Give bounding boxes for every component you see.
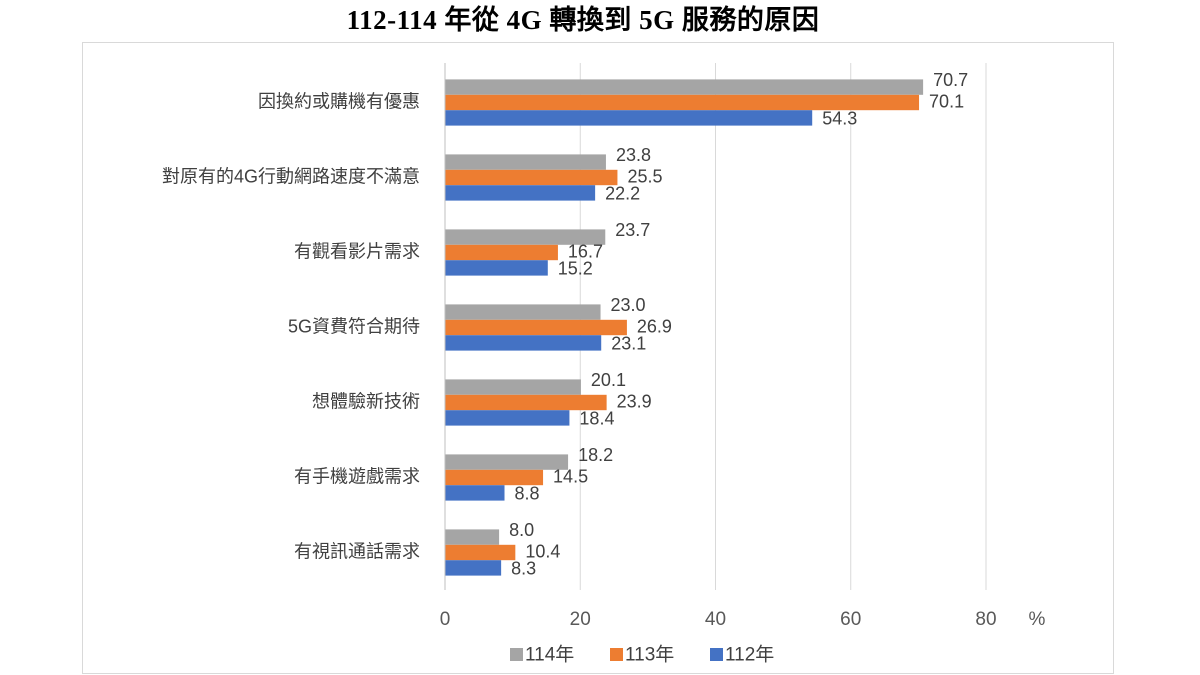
- bar: [445, 154, 606, 170]
- bars: [445, 79, 924, 576]
- legend-swatch: [710, 648, 723, 661]
- data-labels: 70.770.1 54.3 23.825.522.2 23.7 16.715.2 23.0…: [509, 70, 968, 579]
- category-label: 對原有的4G行動網路速度不滿意: [162, 166, 420, 186]
- data-label: 15.2: [558, 259, 593, 279]
- category-label: 有觀看影片需求: [294, 241, 420, 261]
- legend-swatch: [510, 648, 523, 661]
- data-label: 26.9: [637, 316, 672, 336]
- bar: [445, 94, 920, 111]
- data-label: 18.4: [579, 409, 614, 429]
- bar: [445, 244, 558, 261]
- data-label: 25.5: [627, 166, 662, 186]
- bar: [445, 304, 601, 320]
- legend-label: 114年: [525, 644, 574, 666]
- data-label: 8.8: [515, 484, 540, 504]
- data-label: 8.3: [511, 559, 536, 579]
- data-label: 22.2: [605, 184, 640, 204]
- category-label: 想體驗新技術: [312, 391, 420, 411]
- bar: [445, 169, 618, 186]
- data-label: 23.1: [611, 334, 646, 354]
- bar: [445, 79, 924, 95]
- data-label: 54.3: [822, 109, 857, 129]
- chart-frame: [82, 42, 1114, 674]
- category-label: 有手機遊戲需求: [294, 466, 420, 486]
- data-label: 23.7: [615, 220, 650, 240]
- legend-swatch: [610, 648, 623, 661]
- x-axis-unit-label: %: [1029, 609, 1046, 630]
- data-label: 10.4: [525, 541, 560, 561]
- data-label: 18.2: [578, 445, 613, 465]
- data-label: 23.8: [616, 145, 651, 165]
- bar: [445, 335, 602, 351]
- x-tick-label: 20: [570, 609, 591, 630]
- data-label: 70.1: [929, 91, 964, 111]
- bar: [445, 260, 548, 276]
- category-label: 因換約或購機有優惠: [258, 91, 420, 111]
- bar: [445, 410, 570, 426]
- bar: [445, 560, 502, 576]
- bar: [445, 469, 544, 486]
- x-tick-label: 80: [975, 609, 996, 630]
- x-tick-label: 0: [440, 609, 451, 630]
- data-label: 20.1: [591, 370, 626, 390]
- data-label: 8.0: [509, 520, 534, 540]
- bar: [445, 544, 516, 561]
- bar: [445, 454, 569, 470]
- chart-title: 112-114 年從 4G 轉換到 5G 服務的原因: [346, 5, 820, 35]
- data-label: 23.0: [611, 295, 646, 315]
- bar: [445, 319, 627, 336]
- data-label: 14.5: [553, 466, 588, 486]
- x-tick-label: 60: [840, 609, 861, 630]
- legend-label: 113年: [625, 644, 674, 666]
- x-axis-ticks: 0 20 40 60 80%: [440, 609, 1046, 630]
- bar: [445, 529, 500, 545]
- data-label: 23.9: [617, 391, 652, 411]
- bar: [445, 394, 607, 411]
- x-tick-label: 40: [705, 609, 726, 630]
- legend-label: 112年: [725, 644, 774, 666]
- legend: 114年 113年 112年: [510, 644, 774, 666]
- bar: [445, 229, 606, 245]
- bar: [445, 379, 581, 395]
- category-label: 5G資費符合期待: [288, 316, 420, 336]
- bar: [445, 185, 596, 201]
- data-label: 70.7: [933, 70, 968, 90]
- bar: [445, 110, 813, 126]
- category-label: 有視訊通話需求: [294, 541, 420, 561]
- bar: [445, 485, 505, 501]
- data-label: 16.7: [568, 241, 603, 261]
